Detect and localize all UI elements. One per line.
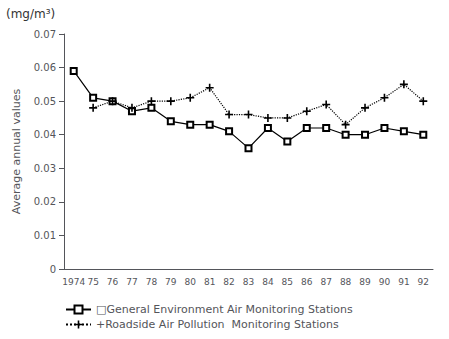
svg-text:80: 80 [185, 277, 197, 287]
svg-text:0.01: 0.01 [34, 230, 56, 241]
svg-text:□General Environment Air Monit: □General Environment Air Monitoring Stat… [96, 303, 353, 316]
svg-text:81: 81 [204, 277, 215, 287]
svg-text:90: 90 [379, 277, 391, 287]
svg-text:75: 75 [87, 277, 98, 287]
svg-text:85: 85 [282, 277, 293, 287]
svg-text:83: 83 [243, 277, 254, 287]
svg-text:87: 87 [320, 277, 331, 287]
svg-text:0.03: 0.03 [34, 163, 56, 174]
svg-text:89: 89 [359, 277, 371, 287]
svg-text:76: 76 [107, 277, 119, 287]
svg-text:0.05: 0.05 [34, 96, 56, 107]
svg-text:0.06: 0.06 [34, 62, 56, 73]
svg-text:77: 77 [126, 277, 137, 287]
svg-text:78: 78 [146, 277, 158, 287]
svg-text:84: 84 [262, 277, 274, 287]
svg-text:91: 91 [398, 277, 409, 287]
svg-text:79: 79 [165, 277, 177, 287]
svg-text:Average annual values: Average annual values [10, 89, 23, 215]
svg-text:0.04: 0.04 [34, 129, 56, 140]
svg-text:88: 88 [340, 277, 352, 287]
svg-text:(mg/m³): (mg/m³) [6, 7, 55, 21]
svg-text:82: 82 [223, 277, 234, 287]
svg-text:0.02: 0.02 [34, 196, 56, 207]
svg-text:0.07: 0.07 [34, 29, 56, 40]
svg-text:+Roadside Air Pollution Monit: +Roadside Air Pollution Monitoring Stati… [96, 318, 339, 331]
svg-text:86: 86 [301, 277, 313, 287]
svg-text:92: 92 [418, 277, 429, 287]
svg-text:0: 0 [50, 264, 56, 275]
svg-text:1974: 1974 [62, 277, 85, 287]
